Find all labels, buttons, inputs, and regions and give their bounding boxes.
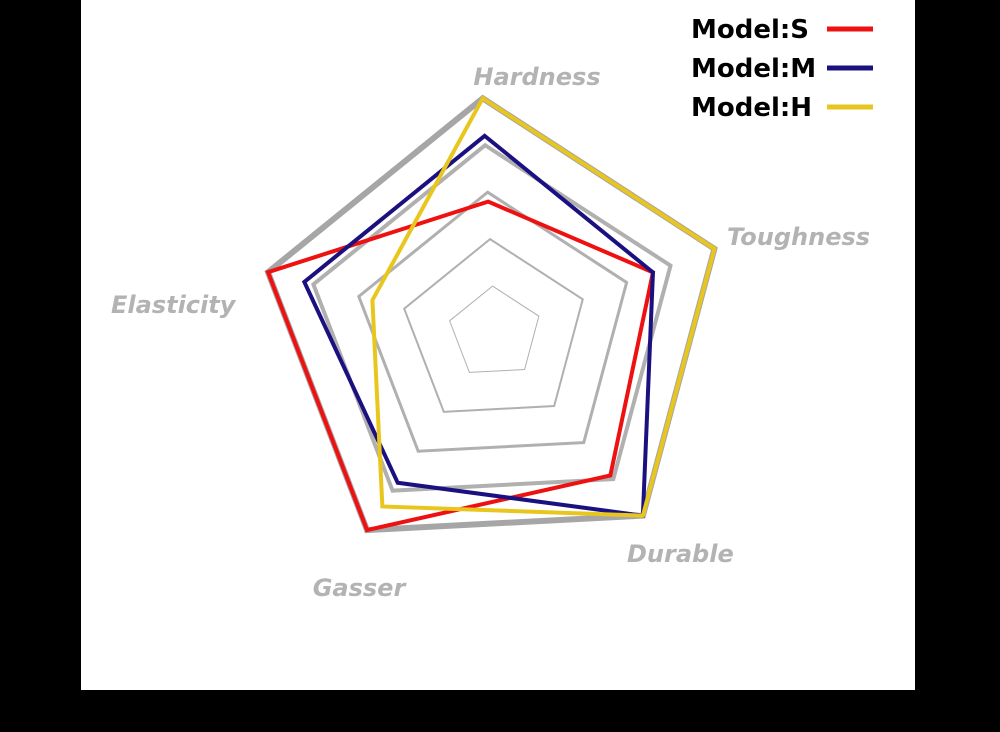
axis-label-gasser: Gasser [313,574,408,602]
axis-label-toughness: Toughness [727,223,870,251]
axis-labels: Hardness Toughness Durable Gasser Elasticity [111,63,870,602]
series-model-m [301,133,656,518]
axis-label-elasticity: Elasticity [111,291,237,319]
legend-label-model-h: Model:H [691,93,812,123]
legend: Model:S Model:M Model:H [691,15,873,123]
radar-series [265,95,717,533]
axis-label-durable: Durable [627,540,734,568]
radar-chart: Hardness Toughness Durable Gasser Elasticity… [111,15,873,602]
legend-label-model-m: Model:M [691,54,816,84]
series-model-h [370,95,717,518]
grid-ring-1 [449,285,540,373]
radar-grid [264,94,718,534]
legend-label-model-s: Model:S [691,15,809,45]
series-model-s [265,199,656,533]
grid-ring-3 [357,190,629,453]
grid-ring-2 [403,237,584,413]
grid-ring-4 [311,142,673,493]
axis-label-hardness: Hardness [473,63,600,91]
grid-ring-5 [264,94,718,534]
chart-canvas: Hardness Toughness Durable Gasser Elasticity… [81,0,915,690]
